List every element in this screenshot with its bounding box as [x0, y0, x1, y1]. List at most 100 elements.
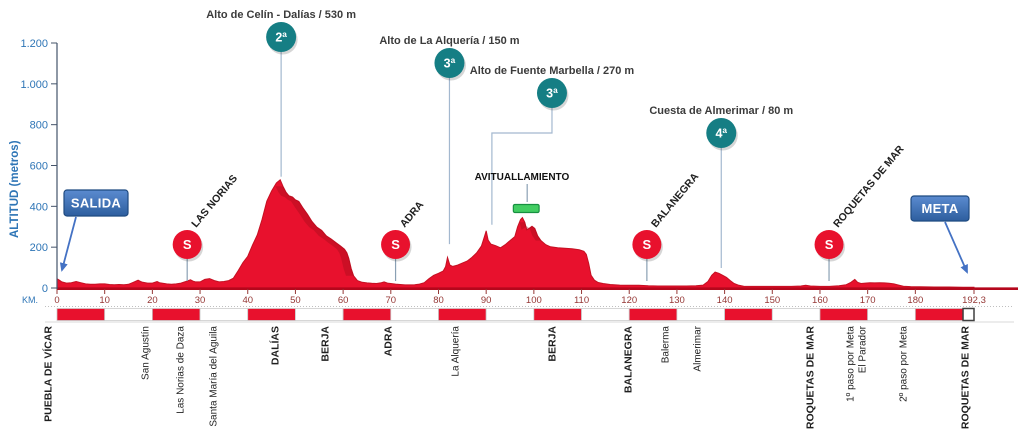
town-label: 2º paso por Meta: [898, 326, 909, 402]
town-label: ADRA: [382, 326, 394, 357]
y-tick-label: 0: [42, 283, 48, 295]
start-label: SALIDA: [71, 196, 121, 211]
climb-category-badge: [434, 48, 465, 78]
town-label: BERJA: [319, 326, 331, 362]
finish-box: [910, 195, 970, 222]
x-tick-label: 60: [338, 295, 349, 306]
climb-category-text: 3ª: [546, 87, 558, 101]
x-tick-label: 192,3: [962, 295, 986, 306]
town-label: BALANEGRA: [622, 326, 634, 393]
km-stripe-segment: [56, 308, 106, 321]
km-stripe-segment: [581, 308, 630, 321]
town-label: San Agustín: [141, 326, 152, 380]
km-stripe-segment: [724, 308, 773, 321]
x-tick-label: 180: [907, 295, 923, 306]
km-stripe-segment: [867, 308, 916, 321]
km-stripe-segment: [676, 308, 725, 321]
feed-zone-bar: [512, 203, 540, 214]
town-label: ROQUETAS DE MAR: [959, 326, 971, 429]
grid-lines: [45, 306, 1014, 323]
x-tick-label: 90: [481, 295, 492, 306]
finish-arrow: [944, 221, 968, 274]
km-stripe-bar: [56, 307, 975, 322]
climb-category-badge: [706, 118, 737, 148]
climb-markers: 2ª Alto de Celín - Dalías / 530 m 3ª Alto d…: [206, 9, 793, 268]
km-stripe-segment: [438, 308, 487, 321]
finish-marker: META: [910, 195, 970, 274]
feed-zone-marker: AVITUALLAMIENTO: [475, 172, 570, 214]
x-tick-label: 100: [526, 295, 542, 306]
km-stripe-segment: [771, 308, 821, 321]
start-marker: SALIDA: [59, 189, 129, 272]
km-stripe-segment: [247, 308, 296, 321]
km-stripe-segment: [151, 308, 201, 321]
x-tick-label: 50: [290, 295, 301, 306]
x-tick-label: 80: [433, 295, 444, 306]
climb-name-label: Cuesta de Almerimar / 80 m: [649, 105, 793, 117]
x-tick-label: 150: [764, 295, 780, 306]
sprint-badge: [172, 230, 202, 259]
town-label: ROQUETAS DE MAR: [804, 326, 816, 429]
sprint-s-text: S: [183, 237, 192, 252]
x-tick-label: 40: [242, 295, 253, 306]
x-tick-label: 0: [54, 295, 59, 306]
sprint-name-label: LAS NORIAS: [189, 173, 240, 230]
km-stripe-segment: [628, 308, 678, 321]
town-label: PUEBLA DE VÍCAR: [41, 326, 54, 422]
town-label: 1º paso por Meta: [846, 326, 857, 402]
town-label: BERJA: [546, 326, 558, 362]
km-stripe-segment: [104, 308, 153, 321]
start-box: [63, 189, 129, 217]
y-tick-label: 1.200: [20, 38, 48, 50]
climb-category-text: 2ª: [275, 31, 287, 45]
x-tick-label: 20: [147, 295, 158, 306]
x-tick-label: 120: [621, 295, 637, 306]
sprint-badge: [381, 230, 411, 259]
sprint-name-label: ROQUETAS DE MAR: [831, 143, 907, 230]
sprint-s-text: S: [825, 237, 834, 252]
town-label: Las Norias de Daza: [176, 326, 187, 414]
sprint-s-text: S: [391, 237, 400, 252]
finish-label: META: [921, 201, 958, 216]
town-label-line2: El Parador: [858, 325, 869, 373]
x-tick-label: 10: [99, 295, 110, 306]
x-tick-label: 160: [812, 295, 828, 306]
y-axis-title: ALTITUD (metros): [9, 140, 21, 238]
town-label: Balerma: [660, 326, 671, 364]
town-label: La Alquería: [451, 326, 462, 377]
sprint-badge: [814, 230, 844, 259]
climb-category-badge: [536, 78, 567, 108]
town-label: Almerimar: [692, 325, 703, 371]
town-labels: PUEBLA DE VÍCAR San Agustín Las Norias de …: [41, 325, 971, 429]
km-stripe-segment: [199, 308, 249, 321]
elevation-area: [56, 178, 1018, 291]
x-tick-label: 70: [386, 295, 397, 306]
descent-shadow: [275, 186, 354, 276]
km-stripe-segment: [914, 308, 964, 321]
climb-category-badge: [266, 22, 297, 52]
x-tick-label: 130: [669, 295, 685, 306]
climb-connector: [491, 107, 553, 225]
x-axis-title: KM.: [22, 295, 38, 305]
climb-category-text: 4ª: [715, 127, 727, 141]
climb-name-label: Alto de La Alquería / 150 m: [379, 35, 519, 47]
climb-name-label: Alto de Fuente Marbella / 270 m: [470, 65, 635, 77]
km-stripe-segment: [485, 308, 535, 321]
axes: 0 200 400 600 800 1.000 1.200 0 10 20 30 40 50 60 70 80…: [20, 38, 985, 306]
y-tick-label: 200: [30, 242, 48, 254]
y-tick-label: 600: [30, 161, 48, 173]
town-label: Santa María del Aguila: [208, 326, 219, 427]
feed-zone-label: AVITUALLAMIENTO: [475, 172, 570, 183]
elevation-profile: [56, 178, 975, 289]
km-stripe-segment: [533, 308, 582, 321]
x-tick-label: 110: [574, 295, 589, 306]
km-stripe-segment: [390, 308, 439, 321]
sprint-name-label: ADRA: [398, 199, 427, 230]
x-tick-label: 170: [860, 295, 876, 306]
descent-shadow: [519, 222, 541, 241]
x-tick-label: 30: [195, 295, 206, 306]
y-tick-label: 800: [30, 120, 48, 132]
climb-category-text: 3ª: [444, 57, 456, 71]
